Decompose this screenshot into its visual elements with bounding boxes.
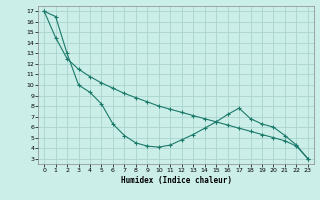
X-axis label: Humidex (Indice chaleur): Humidex (Indice chaleur) — [121, 176, 231, 185]
